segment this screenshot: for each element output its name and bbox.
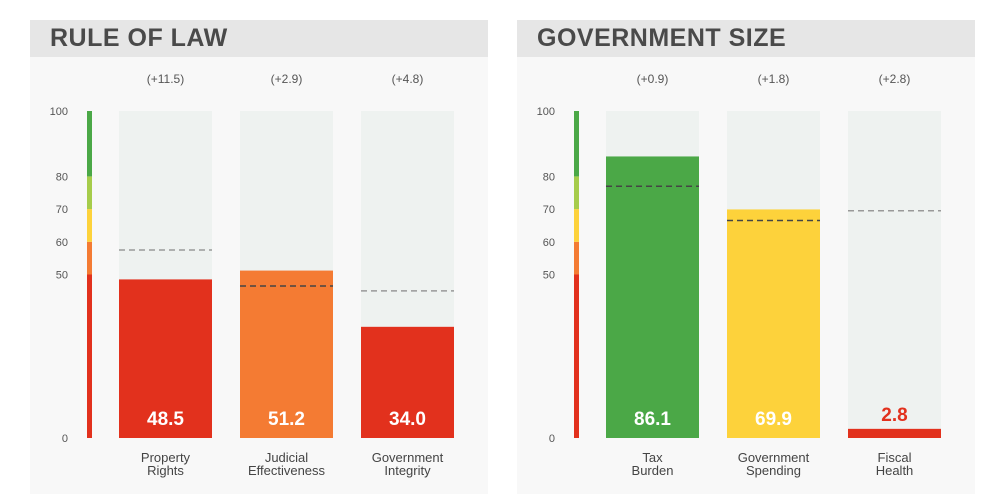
- change-label: (+2.8): [879, 72, 911, 86]
- score-band: [87, 111, 92, 177]
- score-band: [574, 274, 579, 438]
- score-band: [87, 209, 92, 242]
- y-tick-label: 0: [549, 433, 555, 445]
- score-band: [574, 176, 579, 210]
- y-tick-label: 100: [50, 106, 68, 118]
- score-band: [574, 111, 579, 177]
- y-tick-label: 80: [56, 171, 68, 183]
- panel-title: GOVERNMENT SIZE: [537, 24, 787, 52]
- change-label: (+2.9): [271, 72, 303, 86]
- panel-title: RULE OF LAW: [50, 24, 228, 52]
- change-label: (+1.8): [758, 72, 790, 86]
- category-label: Health: [876, 463, 914, 478]
- y-tick-label: 100: [537, 106, 555, 118]
- government-size-panel: GOVERNMENT SIZE 0 50 60 70 80 100 86.1 (+0.9) Ta…: [517, 20, 975, 494]
- value-label: 2.8: [881, 405, 907, 426]
- y-tick-label: 70: [56, 204, 68, 216]
- score-band: [87, 241, 92, 275]
- bar: [361, 326, 454, 438]
- column-background: [848, 111, 941, 438]
- category-label: Property: [141, 450, 191, 465]
- rule-of-law-panel: RULE OF LAW 0 50 60 70 80 100 48.5 (+11.5) Prope…: [30, 20, 488, 494]
- change-label: (+11.5): [147, 72, 184, 86]
- category-label: Fiscal: [878, 450, 912, 465]
- category-label: Effectiveness: [248, 463, 326, 478]
- value-label: 34.0: [389, 409, 426, 430]
- score-band: [87, 274, 92, 438]
- category-label: Tax: [642, 450, 663, 465]
- score-band: [87, 176, 92, 210]
- y-tick-label: 0: [62, 433, 68, 445]
- category-label: Government: [738, 450, 810, 465]
- score-band: [574, 241, 579, 275]
- value-label: 69.9: [755, 409, 792, 430]
- change-label: (+4.8): [392, 72, 424, 86]
- category-label: Spending: [746, 463, 801, 478]
- bar: [240, 270, 333, 438]
- change-label: (+0.9): [637, 72, 669, 86]
- bar: [119, 279, 212, 438]
- value-label: 51.2: [268, 409, 305, 430]
- y-tick-label: 60: [56, 237, 68, 249]
- bar: [727, 209, 820, 438]
- panel-header: RULE OF LAW: [30, 20, 488, 57]
- y-tick-label: 50: [543, 270, 555, 282]
- value-label: 48.5: [147, 409, 184, 430]
- y-tick-label: 70: [543, 204, 555, 216]
- score-band: [574, 209, 579, 242]
- category-label: Integrity: [384, 463, 431, 478]
- y-tick-label: 50: [56, 270, 68, 282]
- category-label: Judicial: [265, 450, 308, 465]
- value-label: 86.1: [634, 409, 671, 430]
- category-label: Rights: [147, 463, 184, 478]
- y-tick-label: 80: [543, 171, 555, 183]
- category-label: Burden: [632, 463, 674, 478]
- panel-header: GOVERNMENT SIZE: [517, 20, 975, 57]
- bar: [848, 428, 941, 438]
- category-label: Government: [372, 450, 444, 465]
- y-tick-label: 60: [543, 237, 555, 249]
- bar: [606, 156, 699, 438]
